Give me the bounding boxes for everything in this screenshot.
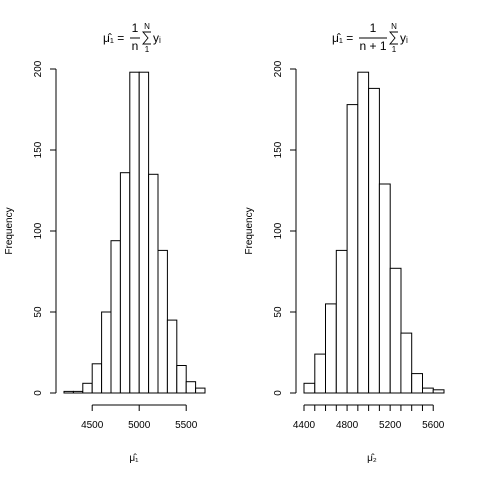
y-tick-label: 0 [33, 390, 44, 396]
histogram-bar [166, 319, 178, 394]
histogram-bar [129, 71, 140, 394]
histogram-bar [157, 249, 168, 394]
x-tick-label: 4400 [293, 420, 316, 431]
formula-lhs: μ̂₁ = [103, 31, 124, 45]
y-tick-label: 0 [273, 390, 284, 396]
formula-denominator: n [132, 39, 139, 53]
y-axis-label: Frequency [244, 207, 255, 254]
x-tick-label: 5600 [422, 420, 445, 431]
histogram-bar [389, 267, 402, 394]
summation-sign [142, 31, 151, 45]
sum-upper-limit: N [144, 22, 150, 31]
histogram-bar [63, 390, 74, 394]
histogram-bar [110, 240, 121, 394]
histogram-bar [314, 353, 327, 394]
y-tick-label: 50 [273, 306, 284, 318]
y-tick-label: 150 [273, 141, 284, 158]
y-tick-label: 200 [33, 60, 44, 77]
histogram-bar [378, 183, 391, 394]
histogram-bar [432, 389, 445, 394]
formula-numerator: 1 [132, 21, 139, 35]
histogram-bar [148, 173, 159, 394]
x-tick-label: 5200 [379, 420, 402, 431]
sum-lower-limit: 1 [392, 45, 397, 54]
formula-numerator: 1 [370, 21, 377, 35]
y-tick-label: 50 [33, 306, 44, 318]
histogram-bar [303, 382, 316, 394]
y-tick-label: 100 [33, 222, 44, 239]
x-tick-label: 5000 [128, 420, 151, 431]
summation-sign [389, 31, 398, 45]
histogram-bar [422, 387, 434, 394]
histogram-bar [91, 363, 103, 394]
x-tick-label: 4800 [336, 420, 359, 431]
y-tick-label: 200 [273, 60, 284, 77]
histogram-bar [411, 373, 424, 394]
histogram-bar [325, 303, 337, 394]
x-axis-label: μ̂₁ [129, 452, 139, 464]
histogram-bar [195, 387, 206, 394]
formula-summand: yᵢ [153, 31, 161, 45]
y-tick-label: 150 [33, 141, 44, 158]
histogram-bar [368, 87, 380, 394]
histogram-bar [335, 249, 348, 394]
x-tick-label: 5500 [175, 420, 198, 431]
histogram-panel-1: 0 50 100 150 200 4500 5000 5500 μ̂₁ Frequency μ̂₁ … [4, 21, 206, 464]
histogram-bar [82, 382, 93, 394]
histogram-bar [101, 311, 112, 394]
histogram-bar [138, 71, 150, 394]
sum-upper-limit: N [391, 22, 397, 31]
y-tick-label: 100 [273, 222, 284, 239]
histogram-panel-2: 0 50 100 150 200 4400 4800 5200 5600 μ̂₂ Frequency… [244, 21, 445, 464]
histogram-bar [72, 390, 84, 394]
histogram-bar [346, 104, 359, 394]
histogram-bar [400, 332, 413, 394]
formula-denominator: n + 1 [359, 39, 386, 53]
histogram-bar [119, 172, 131, 394]
histogram-bar [185, 381, 197, 394]
histogram-bar [176, 365, 187, 394]
sum-lower-limit: 1 [145, 45, 150, 54]
formula-summand: yᵢ [400, 31, 408, 45]
x-tick-label: 4500 [81, 420, 104, 431]
y-axis-label: Frequency [4, 207, 15, 254]
formula-lhs: μ̂₁ = [332, 31, 353, 45]
histogram-bar [357, 71, 370, 394]
x-axis-label: μ̂₂ [367, 452, 377, 464]
